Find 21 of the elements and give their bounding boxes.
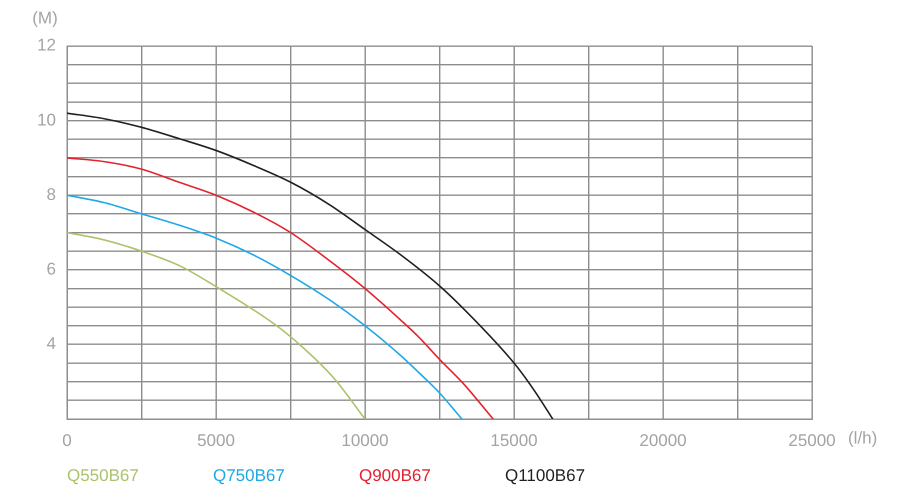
x-tick-label: 15000 [490, 430, 538, 450]
text: Q900B67 [359, 466, 431, 485]
y-tick-label: 10 [37, 110, 56, 130]
y-tick-label: 6 [46, 259, 56, 278]
line-series [67, 157, 494, 419]
x-tick-label: 5000 [197, 430, 235, 450]
x-tick-label: 25000 [788, 430, 836, 450]
text: Q550B67 [67, 466, 139, 485]
x-tick-label: 0 [62, 430, 72, 450]
line-series [67, 112, 554, 419]
y-tick-label: 4 [46, 334, 56, 354]
x-tick-label: 20000 [639, 430, 687, 450]
y-axis-title: (M) [32, 8, 58, 28]
y-tick-label: 12 [37, 36, 56, 55]
line-series [67, 194, 463, 419]
text: Q1100B67 [505, 466, 586, 485]
x-tick-label: 10000 [341, 430, 389, 450]
x-axis-title: (l/h) [848, 428, 878, 448]
text: Q750B67 [213, 466, 285, 485]
line-series [67, 232, 366, 419]
y-tick-label: 8 [46, 184, 56, 204]
